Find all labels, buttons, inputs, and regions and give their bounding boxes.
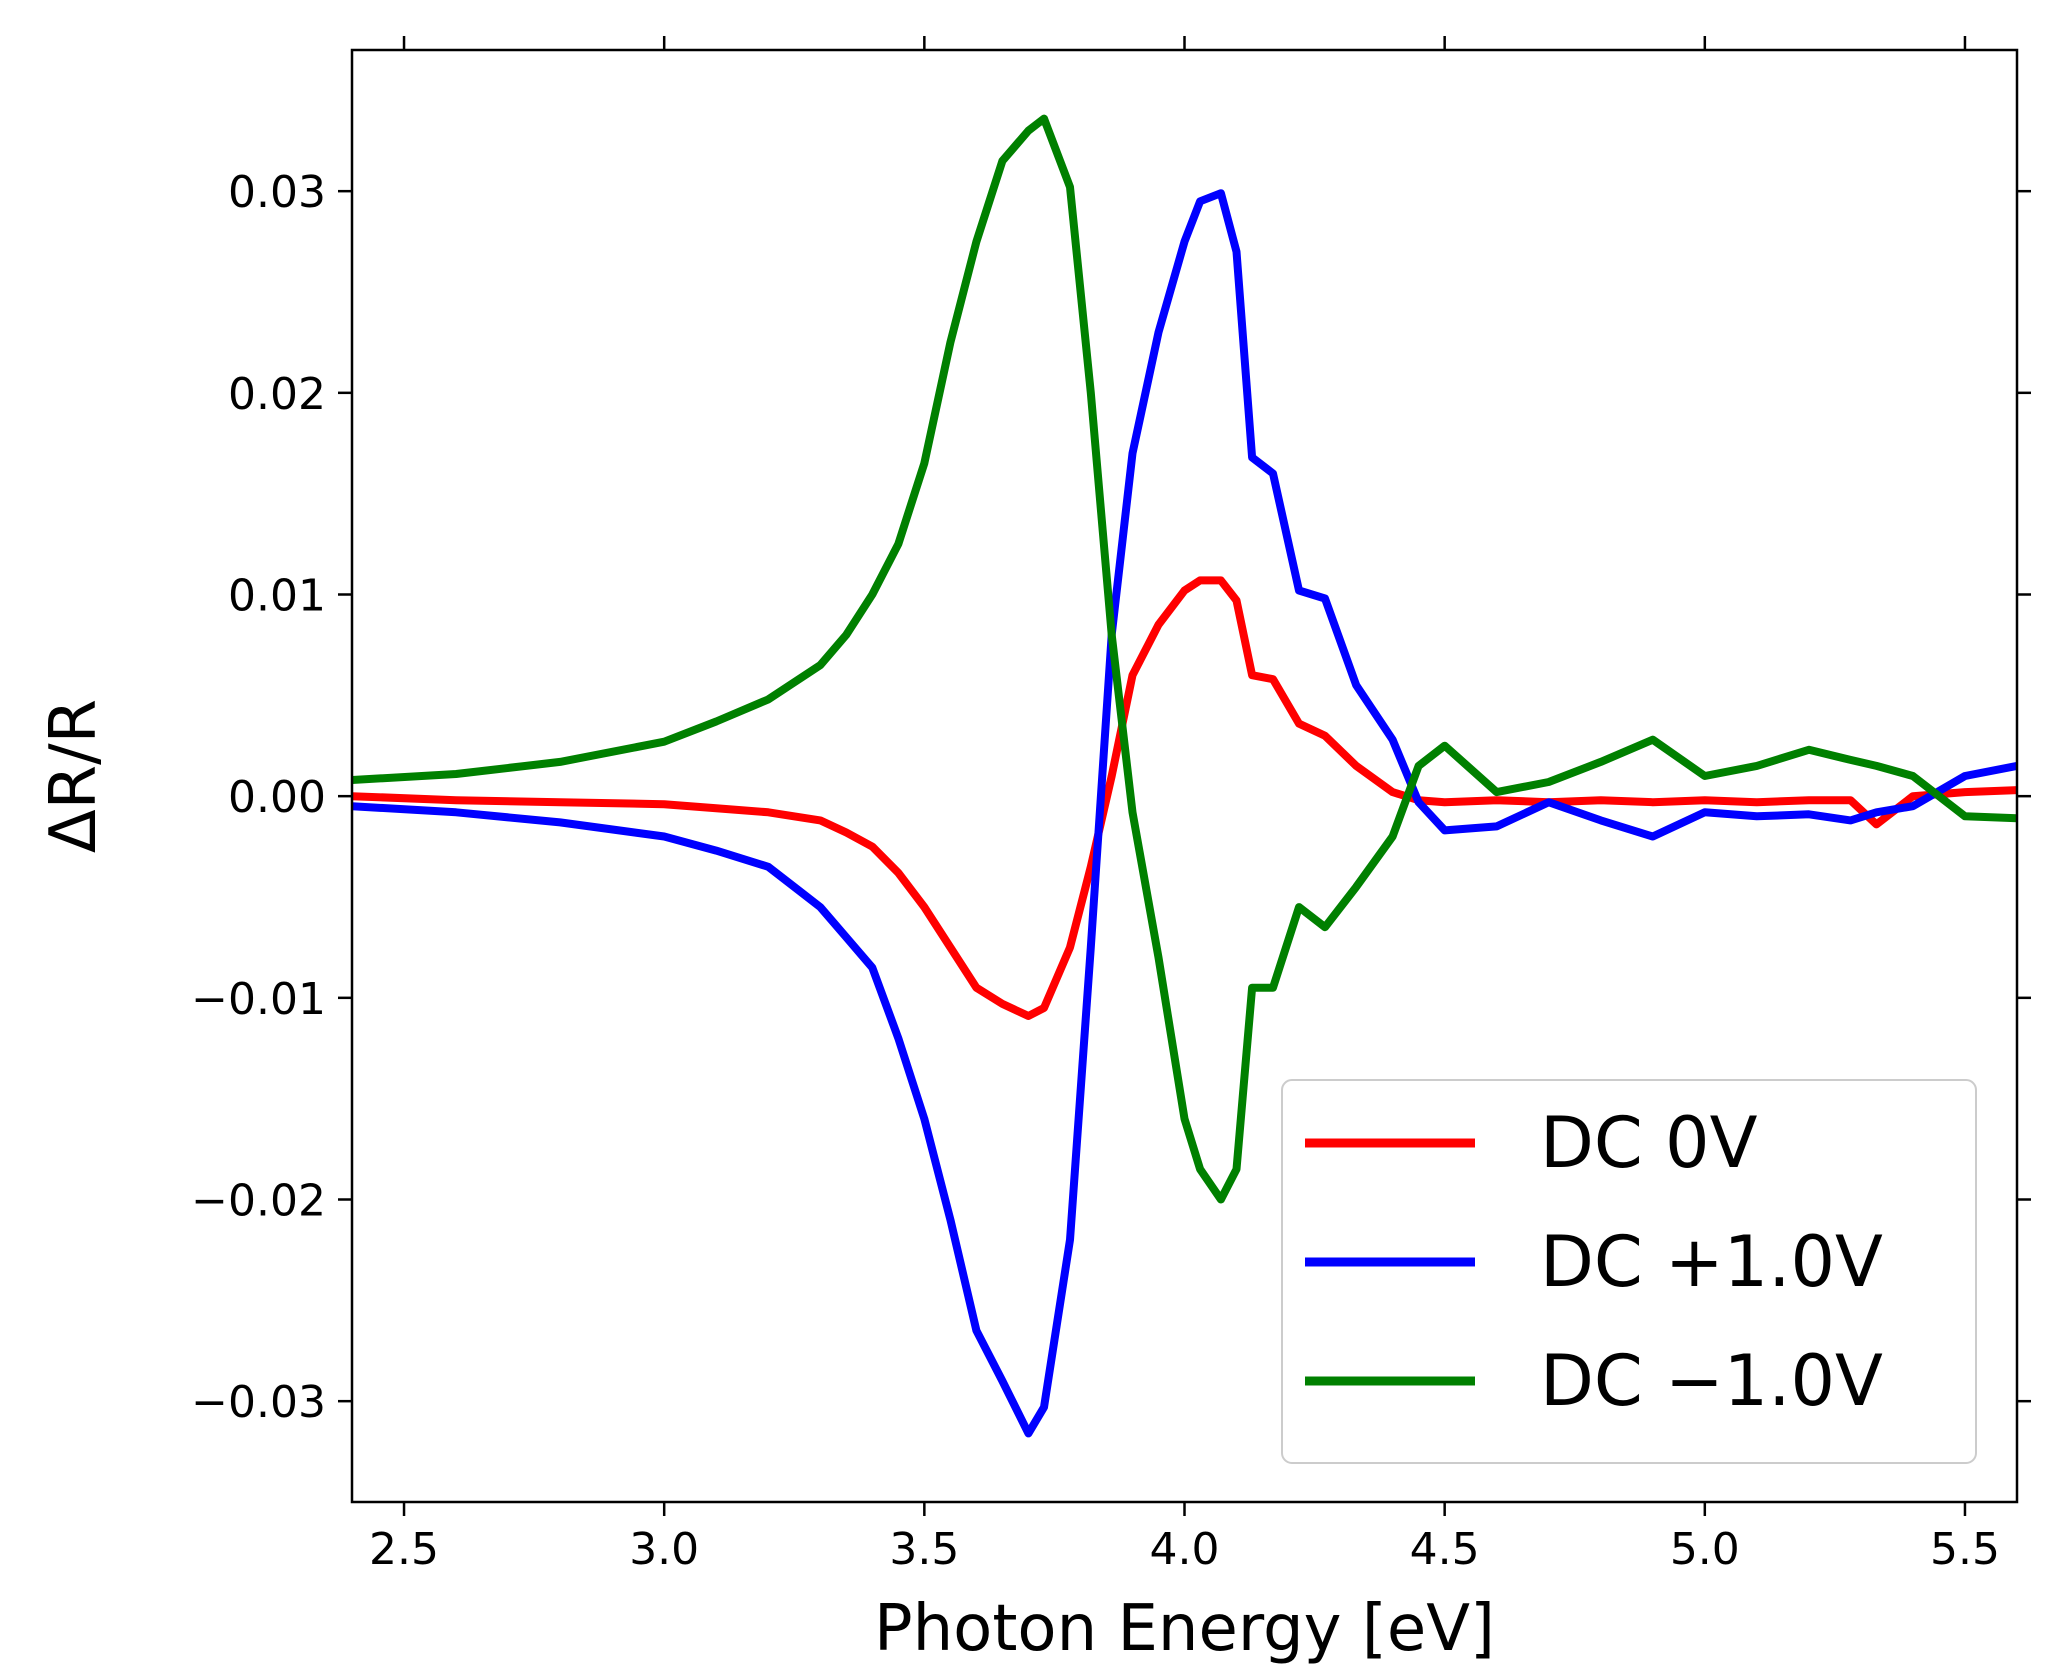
legend: DC 0V DC +1.0V DC −1.0V — [1281, 1079, 1977, 1464]
x-tick-label: 3.0 — [629, 1524, 699, 1575]
y-tick-label: −0.03 — [191, 1377, 326, 1428]
legend-box — [1281, 1079, 1977, 1464]
y-axis-ticks: −0.03 −0.02 −0.01 0.00 0.01 0.02 0.03 — [191, 167, 2031, 1428]
y-tick-label: 0.00 — [228, 772, 326, 823]
x-tick-label: 2.5 — [369, 1524, 439, 1575]
x-tick-label: 5.0 — [1670, 1524, 1740, 1575]
series-line-0 — [352, 576, 2017, 1020]
legend-label-dc-0v: DC 0V — [1540, 1102, 1758, 1184]
x-tick-label: 3.5 — [889, 1524, 959, 1575]
y-tick-label: −0.02 — [191, 1176, 326, 1227]
legend-label-dc-minus-1v: DC −1.0V — [1540, 1340, 1883, 1422]
y-tick-label: 0.02 — [228, 369, 326, 420]
y-tick-label: 0.01 — [228, 571, 326, 622]
y-axis-label: ΔR/R — [37, 699, 111, 853]
series-line-1 — [352, 189, 2017, 1438]
x-tick-label: 5.5 — [1930, 1524, 2000, 1575]
x-axis-label: Photon Energy [eV] — [874, 1592, 1495, 1666]
x-tick-label: 4.5 — [1410, 1524, 1480, 1575]
series-layer — [352, 114, 2017, 1438]
x-axis-ticks: 2.5 3.0 3.5 4.0 4.5 5.0 5.5 — [369, 36, 2000, 1575]
legend-label-dc-plus-1v: DC +1.0V — [1540, 1221, 1883, 1303]
y-tick-label: 0.03 — [228, 167, 326, 218]
series-line-2 — [352, 114, 2017, 1204]
x-tick-label: 4.0 — [1150, 1524, 1220, 1575]
y-tick-label: −0.01 — [191, 974, 326, 1025]
